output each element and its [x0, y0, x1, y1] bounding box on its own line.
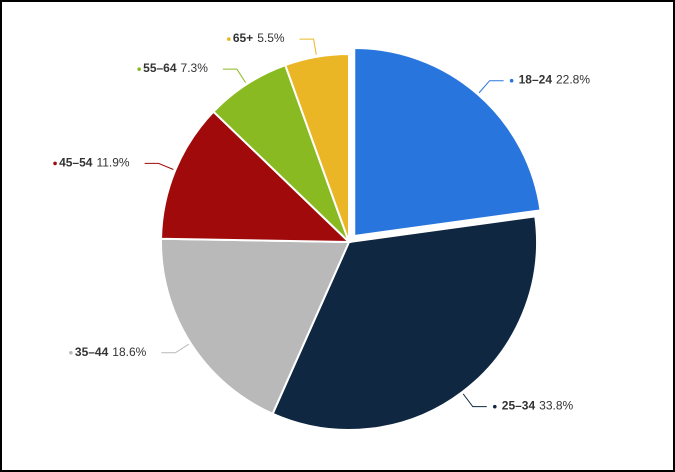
legend-dot — [227, 37, 231, 41]
value-label: 11.9% — [96, 156, 129, 170]
value-label: 33.8% — [539, 399, 573, 413]
pie-slice — [353, 46, 542, 238]
value-label: 7.3% — [181, 61, 209, 75]
category-label: 18–24 — [519, 73, 553, 87]
slice-label: 25–34 33.8% — [502, 399, 574, 413]
value-label: 18.6% — [112, 345, 146, 359]
leader-line — [161, 343, 190, 354]
value-label: 22.8% — [556, 73, 590, 87]
slice-label: 65+ 5.5% — [233, 31, 285, 45]
pie-slice — [160, 237, 351, 416]
legend-dot — [492, 404, 497, 409]
leader-line — [222, 68, 247, 83]
category-label: 35–44 — [75, 345, 109, 359]
legend-dot — [69, 350, 73, 355]
category-label: 25–34 — [502, 399, 536, 413]
category-label: 55–64 — [143, 61, 177, 75]
leader-line — [144, 162, 174, 170]
value-label: 5.5% — [257, 31, 285, 45]
category-label: 45–54 — [59, 156, 93, 170]
leader-line — [299, 38, 317, 55]
category-label: 65+ — [233, 31, 253, 45]
legend-dot — [137, 67, 141, 71]
legend-dot — [53, 161, 57, 166]
legend-dot — [509, 78, 514, 83]
slice-label: 45–54 11.9% — [59, 156, 130, 170]
pie-slice — [160, 110, 352, 244]
pie-slice — [283, 52, 350, 243]
slice-label: 35–44 18.6% — [75, 345, 147, 359]
leader-line — [462, 393, 487, 408]
slice-label: 18–24 22.8% — [519, 73, 591, 87]
slice-label: 55–64 7.3% — [143, 61, 208, 75]
leader-line — [478, 80, 504, 94]
pie-slice — [271, 215, 538, 431]
